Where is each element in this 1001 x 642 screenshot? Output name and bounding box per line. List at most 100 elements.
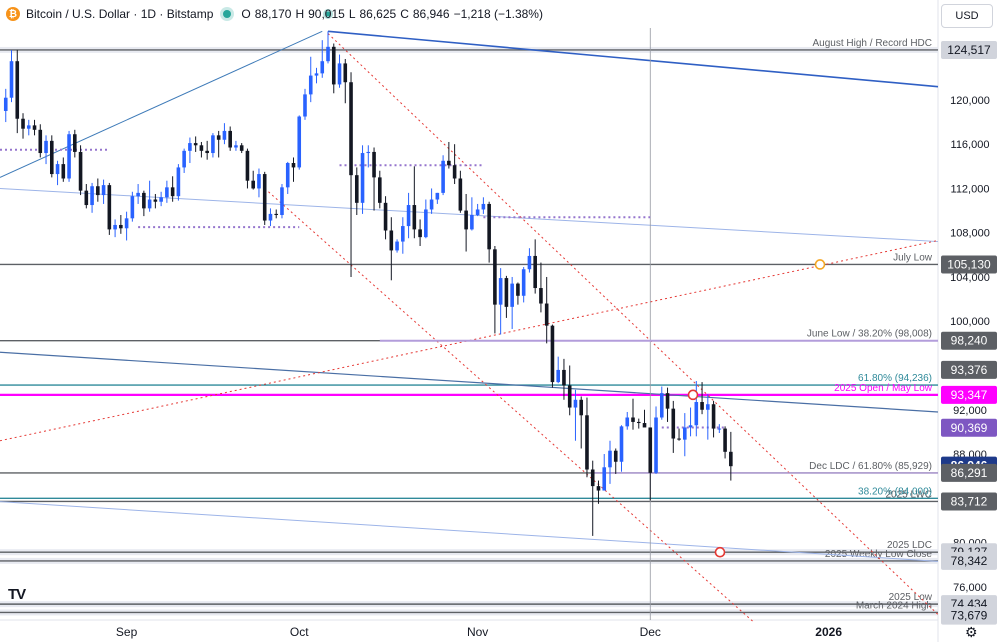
candle-body-21 [124,218,129,229]
price-badge-label-13: 73,679 [951,609,988,623]
price-badge-label-5: 90,369 [951,421,988,435]
candle-body-3 [21,118,25,129]
candle-body-33 [193,143,198,146]
market-status-dot-icon [223,10,232,18]
candle-body-25 [147,199,152,209]
y-tick-label-9: 112,000 [951,183,990,195]
candle-body-27 [159,197,163,202]
settings-gear-icon[interactable]: ⚙ [965,624,978,640]
price-badge-label-3: 93,376 [951,363,988,377]
level-label-4: 2025 Open / May Low [834,383,933,394]
candle-body-14 [84,190,89,206]
open-label: O [241,7,251,21]
alert-marker-2025-open [687,389,699,401]
level-label-10: 2025 LDC [887,540,932,551]
alert-marker-2025-ldc [714,546,726,558]
trendline-falling-blue [327,30,939,88]
price-badge-bg-7 [941,463,997,482]
open-value: 88,170 [254,7,292,21]
candle-body-57 [331,46,336,85]
price-badge-label-7: 86,291 [951,466,988,480]
y-tick-label-4: 92,000 [953,405,987,417]
candle-body-34 [199,145,204,151]
candle-body-92 [533,255,537,289]
candle-body-45 [262,174,267,221]
candle-body-42 [245,150,250,181]
candle-body-77 [447,160,451,166]
candle-body-113 [654,417,658,473]
x-tick-label-4: 2026 [815,625,842,639]
y-tick-label-10: 116,000 [951,139,990,151]
price-badge-bg-13 [941,606,997,625]
candle-body-67 [389,230,394,251]
candle-body-35 [205,150,209,154]
ohlc-values: O 88,170 H 90,015 L 86,625 C 86,946 −1,218 (… [241,7,543,21]
candle-body-105 [608,450,612,468]
candle-body-85 [493,249,497,305]
candle-body-4 [26,125,31,129]
candle-body-40 [234,145,238,148]
candle-body-76 [441,160,445,193]
candle-body-93 [539,288,543,304]
candle-body-106 [613,450,618,462]
candle-body-64 [372,151,376,178]
candle-body-71 [412,205,417,230]
price-badge-bg-4 [941,385,997,404]
candle-body-38 [222,130,227,140]
candle-body-13 [78,151,83,191]
trendline-mid [0,351,939,413]
candle-body-123 [711,404,716,429]
trendline-red-falling-1 [327,33,939,615]
candle-body-124 [717,428,722,430]
candle-body-74 [429,199,434,210]
alert-marker-july-low [814,259,826,270]
candle-body-109 [631,417,635,422]
candle-body-53 [308,75,313,95]
candle-body-98 [567,385,572,408]
candle-body-96 [556,369,560,383]
level-label-2: June Low / 38.20% (98,008) [807,329,932,340]
candle-body-118 [682,427,687,440]
price-badge-bg-8 [941,492,997,511]
candle-body-122 [706,404,710,410]
candle-body-43 [251,180,256,189]
candle-body-82 [475,209,480,216]
candle-body-2 [15,61,20,119]
currency-select-button[interactable]: USD [941,4,993,28]
candle-body-86 [498,278,503,305]
candle-body-112 [648,427,653,473]
trendline-rising [0,30,323,178]
candle-body-5 [32,125,37,130]
candle-body-66 [383,202,388,231]
tradingview-logo-icon[interactable]: TV [8,586,26,603]
candle-body-49 [285,162,290,188]
candle-body-59 [343,63,348,83]
y-tick-label-7: 104,000 [950,272,990,284]
level-label-1: July Low [893,252,933,263]
candle-body-18 [107,185,112,230]
candle-body-61 [354,175,359,203]
level-label-8: 2025 LWC [885,489,932,500]
candle-body-41 [239,145,244,151]
candle-body-120 [694,402,699,426]
candle-body-117 [677,438,681,440]
candle-body-26 [153,199,158,202]
candle-body-48 [280,187,284,216]
candle-body-58 [337,63,342,85]
candle-body-19 [113,224,117,230]
candle-body-32 [188,143,192,151]
x-tick-label-0: Sep [116,625,138,639]
x-tick-label-2: Nov [467,625,488,639]
candle-body-44 [257,174,261,189]
level-label-3: 61.80% (94,236) [858,373,932,384]
candle-body-104 [602,467,607,491]
symbol-title[interactable]: Bitcoin / U.S. Dollar · 1D · Bitstamp [26,7,214,21]
price-badge-label-2: 98,240 [951,334,988,348]
candle-body-89 [516,283,520,296]
candle-body-94 [544,303,549,326]
candle-body-22 [130,196,135,219]
candle-body-17 [101,185,106,196]
price-badge-label-0: 124,517 [947,43,991,57]
price-badge-bg-0 [941,40,997,59]
